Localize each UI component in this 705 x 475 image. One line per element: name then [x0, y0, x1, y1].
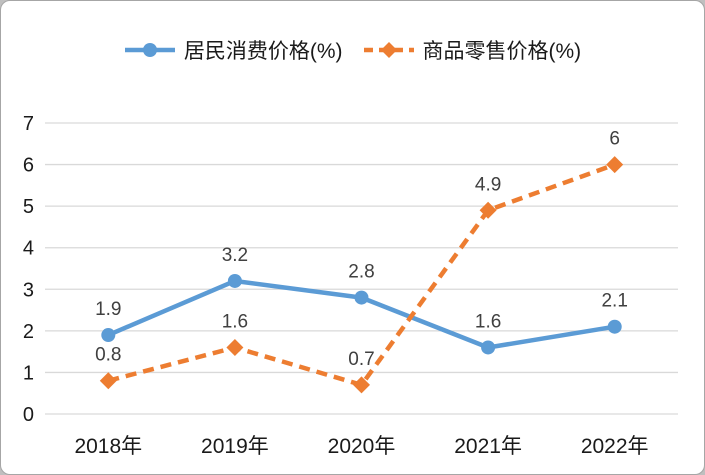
data-label-s0-p0: 1.9 — [95, 299, 121, 320]
legend-label: 居民消费价格(%) — [183, 40, 343, 63]
legend-item-1: 商品零售价格(%) — [363, 35, 582, 65]
legend-item-0: 居民消费价格(%) — [124, 35, 343, 65]
legend-line-diamond-icon — [363, 42, 414, 58]
y-tick-label-1: 1 — [23, 362, 34, 384]
x-axis-label-0: 2018年 — [74, 435, 142, 458]
data-label-s1-p0: 0.8 — [95, 345, 121, 366]
data-label-s0-p4: 2.1 — [601, 291, 627, 312]
legend-label: 商品零售价格(%) — [422, 40, 582, 63]
marker-circle-s0-p2 — [354, 290, 369, 305]
marker-diamond-s1-p3 — [479, 201, 497, 219]
y-tick-label-3: 3 — [23, 279, 34, 301]
data-label-s1-p3: 4.9 — [475, 174, 501, 195]
marker-diamond-s1-p1 — [226, 338, 244, 356]
marker-circle-s0-p0 — [101, 328, 116, 343]
chart-legend: 居民消费价格(%) 商品零售价格(%) — [1, 35, 704, 65]
data-label-s0-p1: 3.2 — [222, 245, 248, 266]
data-label-s0-p2: 2.8 — [348, 262, 374, 283]
x-axis-label-3: 2021年 — [454, 435, 522, 458]
marker-circle-s0-p3 — [481, 340, 496, 355]
y-tick-label-2: 2 — [23, 321, 34, 343]
y-tick-label-5: 5 — [23, 196, 34, 218]
y-tick-label-0: 0 — [23, 404, 34, 426]
marker-diamond-s1-p4 — [606, 156, 624, 174]
x-axis-label-1: 2019年 — [201, 435, 269, 458]
marker-diamond-s1-p0 — [99, 372, 117, 390]
y-tick-label-7: 7 — [23, 113, 34, 135]
data-label-s1-p2: 0.7 — [348, 349, 374, 370]
marker-circle-s0-p4 — [607, 319, 622, 334]
marker-diamond-s1-p2 — [353, 376, 370, 394]
marker-circle-s0-p1 — [227, 273, 242, 288]
data-label-s1-p4: 6 — [609, 129, 620, 150]
data-label-s1-p1: 1.6 — [222, 311, 248, 332]
x-axis-label-4: 2022年 — [581, 435, 649, 458]
y-tick-label-6: 6 — [23, 155, 34, 177]
y-tick-label-4: 4 — [23, 238, 34, 260]
data-label-s0-p3: 1.6 — [475, 311, 501, 332]
x-axis-label-2: 2020年 — [328, 435, 396, 458]
legend-line-circle-icon — [124, 43, 175, 57]
